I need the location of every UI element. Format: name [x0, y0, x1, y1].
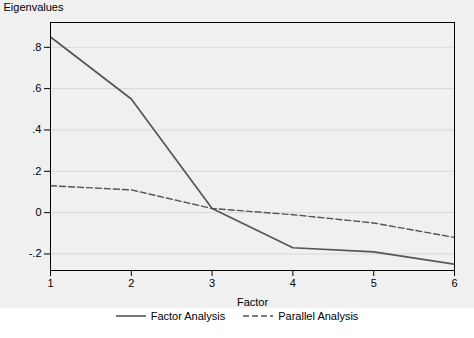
- svg-text:.6: .6: [32, 82, 41, 94]
- svg-text:4: 4: [290, 277, 296, 289]
- svg-text:.8: .8: [32, 41, 41, 53]
- html-text:Parallel Analysis: Parallel Analysis: [278, 310, 359, 322]
- svg-text:0: 0: [35, 206, 41, 218]
- svg-text:-.2: -.2: [29, 247, 42, 259]
- svg-text:.2: .2: [32, 165, 41, 177]
- svg-text:Eigenvalues: Eigenvalues: [4, 1, 64, 13]
- svg-text:2: 2: [128, 277, 134, 289]
- svg-text:Factor: Factor: [237, 296, 269, 308]
- html-text:Factor Analysis: Factor Analysis: [150, 310, 226, 322]
- svg-text:3: 3: [209, 277, 215, 289]
- svg-text:6: 6: [451, 277, 457, 289]
- svg-text:5: 5: [371, 277, 377, 289]
- svg-text:.4: .4: [32, 123, 41, 135]
- svg-text:1: 1: [47, 277, 53, 289]
